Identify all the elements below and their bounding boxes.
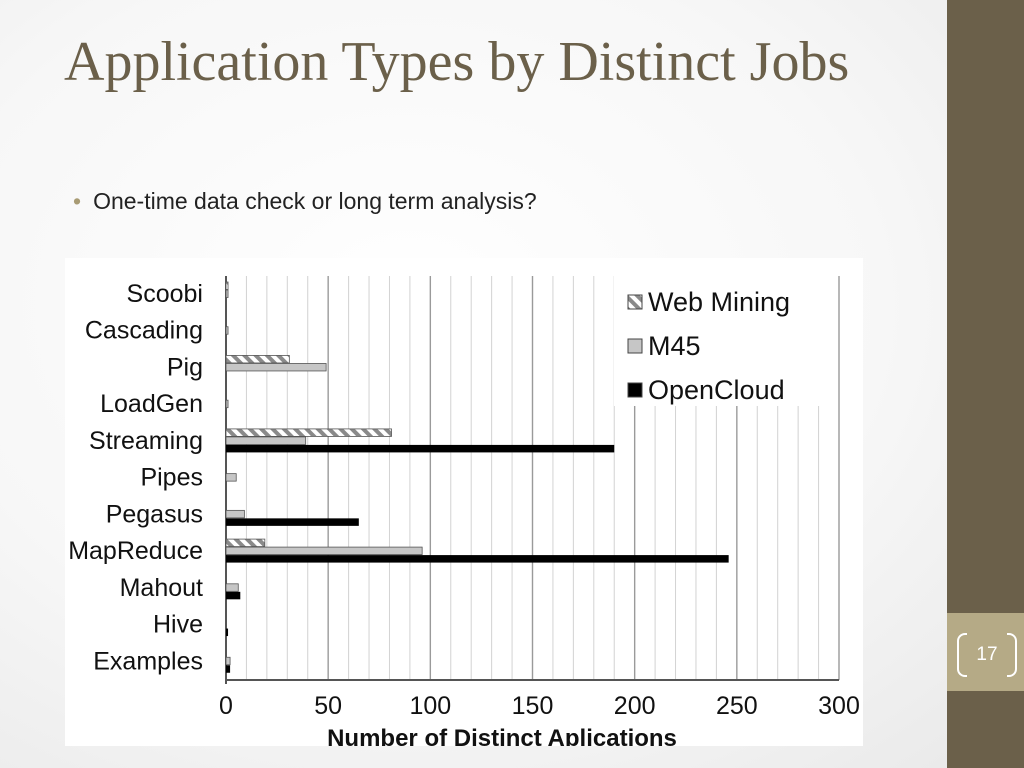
page-number-frame: 17	[957, 633, 1017, 677]
page-number: 17	[976, 644, 998, 665]
bar-web-mining	[225, 428, 392, 437]
bar-opencloud	[226, 591, 241, 600]
bar-m45	[225, 473, 237, 482]
legend-box	[614, 272, 826, 406]
right-bracket	[1007, 633, 1017, 677]
category-label: MapReduce	[68, 537, 203, 565]
category-label: Mahout	[120, 574, 203, 602]
bar-web-mining	[225, 538, 266, 547]
bar-m45	[225, 363, 327, 372]
bar-opencloud	[226, 628, 229, 637]
x-tick-label: 50	[314, 692, 342, 720]
bar-m45	[225, 509, 245, 519]
bar-opencloud	[226, 444, 615, 453]
bullet-text: One-time data check or long term analysi…	[93, 188, 537, 214]
x-tick-label: 250	[716, 692, 758, 720]
bullet-item: • One-time data check or long term analys…	[73, 188, 537, 215]
bar-chart: Web Mining M45 OpenCloud Scoobi Cascading Pig…	[68, 272, 860, 746]
bullet-dot-icon: •	[73, 188, 82, 214]
bar-opencloud	[226, 665, 231, 673]
x-tick-label: 300	[818, 692, 860, 720]
category-label: Streaming	[89, 427, 203, 455]
bar-m45	[225, 583, 239, 592]
bar-web-mining	[225, 281, 229, 290]
legend-swatch-m45	[627, 338, 643, 354]
category-label: LoadGen	[100, 390, 203, 418]
bar-opencloud	[226, 555, 729, 563]
chart-panel: Web Mining M45 OpenCloud Scoobi Cascading Pig…	[65, 258, 863, 746]
page-number-badge	[947, 613, 1024, 691]
left-bracket	[957, 633, 967, 677]
legend-swatch-web-mining	[627, 294, 643, 310]
bar-m45	[225, 289, 229, 298]
x-tick-label: 200	[614, 692, 656, 720]
x-tick-label: 150	[512, 692, 554, 720]
category-label: Scoobi	[127, 280, 203, 308]
legend-swatch-opencloud	[627, 382, 643, 398]
bar-m45	[225, 399, 229, 409]
category-label: Pegasus	[106, 500, 203, 528]
category-label: Pig	[167, 353, 203, 381]
bar-m45	[225, 436, 307, 445]
legend-label-web-mining: Web Mining	[648, 287, 790, 317]
slide-title: Application Types by Distinct Jobs	[64, 31, 850, 93]
legend-label-m45: M45	[648, 331, 701, 361]
category-label: Examples	[93, 647, 203, 675]
bar-m45	[225, 546, 423, 555]
x-tick-label: 0	[219, 692, 233, 720]
category-label: Cascading	[85, 317, 203, 345]
x-axis-title: Number of Distinct Aplications	[327, 725, 677, 746]
bar-m45	[225, 656, 231, 666]
category-label: Hive	[153, 611, 203, 639]
bar-opencloud	[226, 518, 359, 526]
bar-web-mining	[225, 355, 290, 364]
bar-m45	[225, 326, 229, 335]
legend-label-opencloud: OpenCloud	[648, 375, 785, 405]
category-label: Pipes	[140, 464, 203, 492]
x-tick-label: 100	[409, 692, 451, 720]
